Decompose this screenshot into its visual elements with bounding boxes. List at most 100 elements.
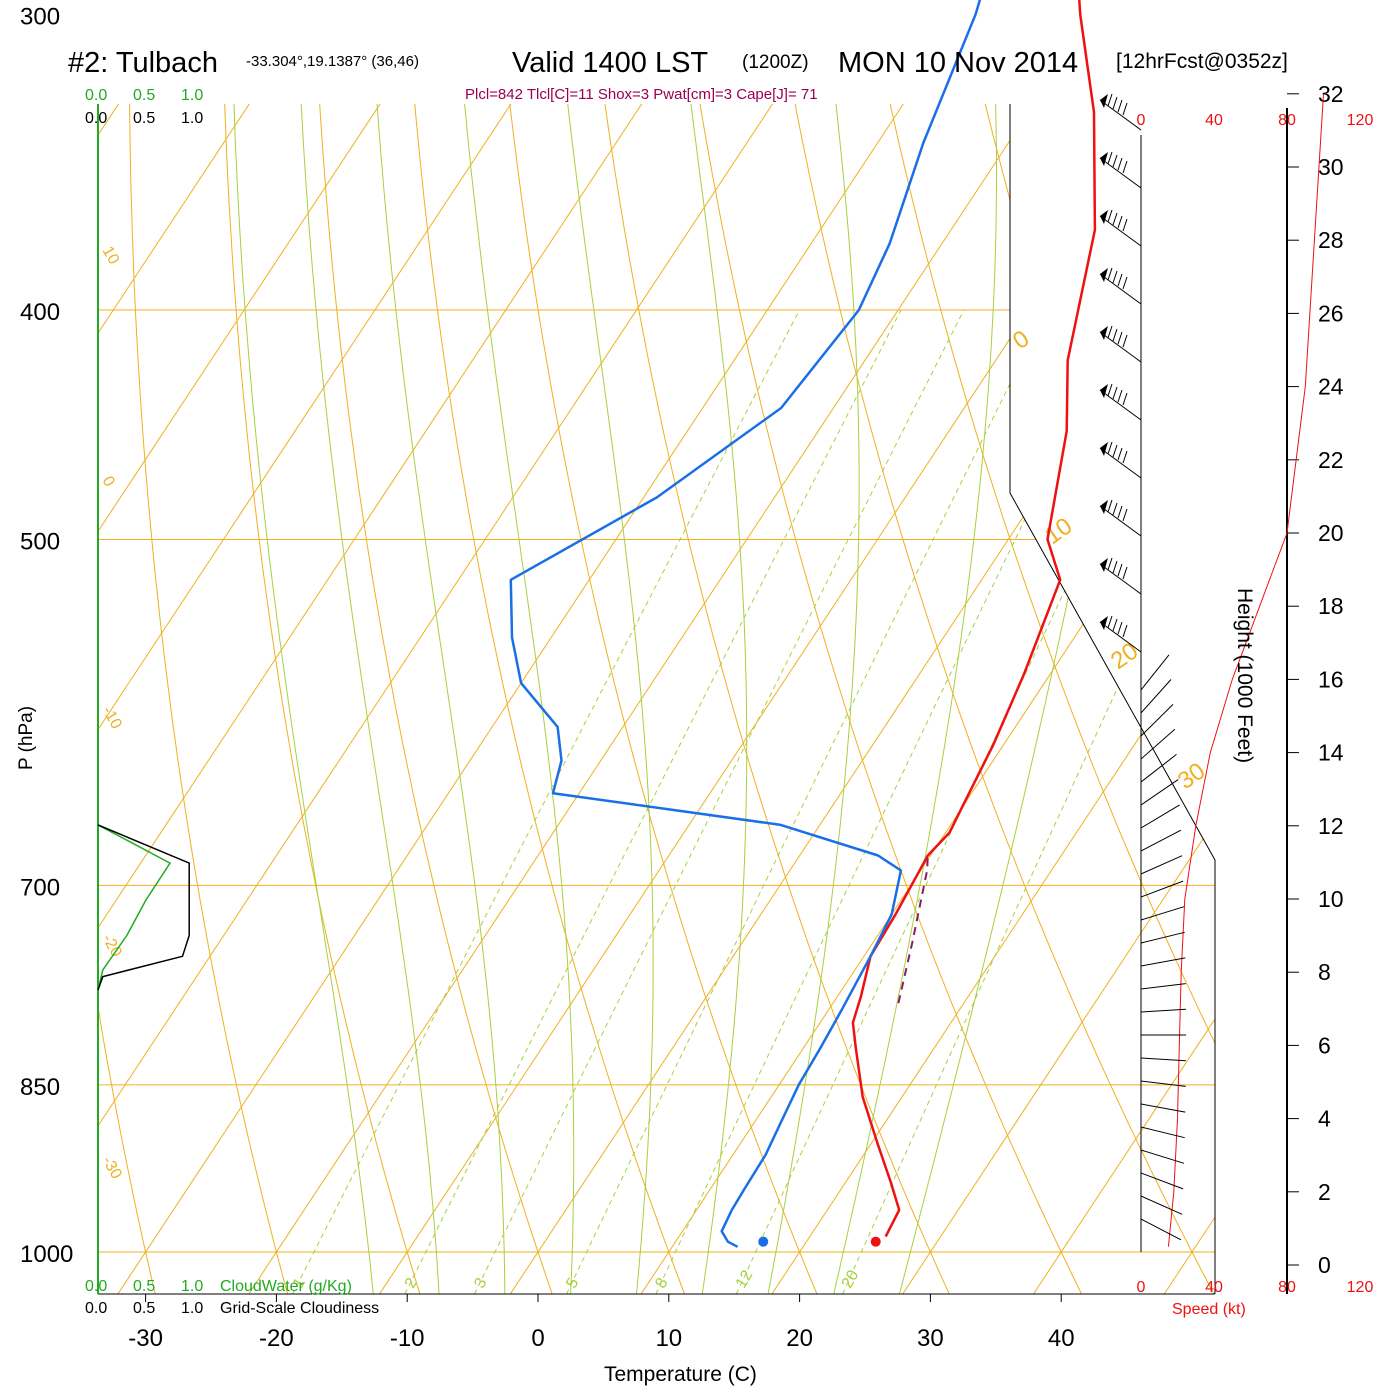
- cloudwater-scale-top: 0.5: [133, 87, 155, 104]
- chart-series: [509, 0, 1097, 1248]
- temperature-tick-label: -10: [390, 1325, 425, 1352]
- moist-adiabat: [766, 104, 860, 1294]
- dry-adiabat: [128, 104, 291, 1294]
- height-tick-label: 16: [1318, 666, 1344, 692]
- isotherm-line: [98, 104, 722, 1294]
- height-tick-label: 6: [1318, 1032, 1331, 1058]
- height-tick-label: 14: [1318, 740, 1344, 766]
- isotherm-label: 10: [1040, 512, 1077, 549]
- dry-adiabat: [396, 104, 689, 1294]
- isotherm-line: [98, 104, 199, 1294]
- speed-tick-bottom: 0: [1137, 1279, 1146, 1296]
- isotherm-label: 20: [1106, 637, 1143, 674]
- dry-adiabat-label: 10: [99, 244, 123, 268]
- mixing-ratio-label: 3: [471, 1275, 490, 1291]
- mixing-ratio-line: [470, 309, 965, 1294]
- wind-barb: [1140, 1103, 1186, 1113]
- dry-adiabat-label: 0: [99, 474, 118, 490]
- wind-barb: [1140, 983, 1186, 990]
- moist-adiabat: [539, 104, 654, 1294]
- isotherm-line: [766, 104, 1215, 1294]
- pressure-tick-label-400: 400: [20, 299, 60, 326]
- moist-adiabat: [443, 104, 575, 1294]
- speed-tick-top: 0: [1137, 112, 1146, 129]
- cloudiness-profile: [97, 824, 190, 991]
- wind-barb: [1140, 754, 1177, 783]
- dry-adiabat: [483, 104, 821, 1294]
- wind-barb: [1140, 1057, 1186, 1062]
- cloudiness-scale-top: 1.0: [181, 110, 203, 127]
- wind-barb: [1099, 499, 1142, 537]
- x-axis-label: Temperature (C): [604, 1363, 757, 1386]
- mixing-ratio-label: 20: [839, 1267, 863, 1291]
- wind-barb: [1099, 93, 1142, 131]
- temperature-tick-label: 10: [655, 1325, 682, 1352]
- isotherm-line: [504, 104, 1215, 1294]
- speed-axis-label: Speed (kt): [1172, 1301, 1246, 1318]
- isotherm-line: [98, 104, 984, 1294]
- isotherm-line: [98, 104, 592, 1294]
- isotherm-line: [373, 104, 1215, 1294]
- dry-adiabat-label: -20: [99, 932, 125, 961]
- cloudwater-scale-bottom: 1.0: [181, 1278, 203, 1295]
- height-tick-label: 18: [1318, 593, 1344, 619]
- cloudwater-scale-bottom: 0.5: [133, 1278, 155, 1295]
- wind-barb: [1099, 615, 1142, 653]
- cloudiness-scale-bottom: 0.5: [133, 1300, 155, 1317]
- chart-forecast: [12hrFcst@0352z]: [1116, 50, 1288, 73]
- height-tick-label: 20: [1318, 520, 1344, 546]
- dry-adiabat-label: -10: [99, 704, 125, 733]
- isotherm-line: [1158, 104, 1215, 1294]
- parcel-line: [897, 855, 929, 1004]
- wind-barb: [1099, 209, 1142, 247]
- temperature-tick-label: 0: [531, 1325, 544, 1352]
- cloudiness-scale-top: 0.0: [85, 110, 107, 127]
- dry-adiabat: [831, 104, 1215, 1294]
- dry-adiabat: [570, 104, 954, 1294]
- height-tick-label: 28: [1318, 227, 1344, 253]
- chart-labels: #2: Tulbach -33.304°,19.1387° (36,46) Va…: [16, 47, 1288, 1386]
- height-tick-label: 26: [1318, 300, 1344, 326]
- moist-adiabat: [230, 104, 375, 1294]
- height-tick-label: 24: [1318, 374, 1344, 400]
- temperature-tick-label: 20: [786, 1325, 813, 1352]
- pressure-tick-label-300: 300: [20, 3, 60, 30]
- wind-barb: [1140, 1008, 1186, 1013]
- wind-barb: [1140, 704, 1174, 737]
- moist-adiabat: [363, 104, 506, 1294]
- temperature-tick-label: 30: [917, 1325, 944, 1352]
- isotherm-line: [896, 104, 1215, 1294]
- dewpoint-line: [509, 0, 982, 1248]
- mixing-ratio-label: 8: [652, 1275, 671, 1291]
- isotherm-line: [112, 104, 1115, 1294]
- moist-adiabat: [831, 104, 997, 1294]
- cloudwater-label: CloudWater (g/Kg): [220, 1278, 352, 1295]
- chart-valid-time: Valid 1400 LST: [512, 47, 708, 79]
- wind-barb: [1140, 855, 1183, 875]
- height-tick-label: 12: [1318, 813, 1344, 839]
- height-tick-label: 8: [1318, 959, 1331, 985]
- height-tick-label: 2: [1318, 1179, 1331, 1205]
- wind-barb: [1140, 1172, 1184, 1190]
- chart-valid-date: MON 10 Nov 2014: [838, 47, 1078, 79]
- moist-adiabat: [655, 104, 748, 1294]
- isotherm-label: 0: [1008, 325, 1034, 355]
- wind-barb: [1140, 728, 1176, 760]
- cloudiness-scale-bottom: 0.0: [85, 1300, 107, 1317]
- mixing-ratio-line: [838, 309, 1215, 1294]
- wind-barb: [1099, 151, 1142, 189]
- wind-barb: [1140, 679, 1172, 714]
- isotherm-line: [242, 104, 1215, 1294]
- wind-barb: [1140, 654, 1170, 691]
- dry-adiabat-label: -30: [99, 1154, 125, 1183]
- chart-title: #2: Tulbach: [68, 47, 218, 79]
- dry-adiabat: [309, 104, 556, 1294]
- isotherm-line: [98, 104, 330, 1294]
- mixing-ratio-line: [288, 309, 800, 1294]
- cloudwater-scale-top: 1.0: [181, 87, 203, 104]
- mixing-ratio-label: 12: [733, 1267, 757, 1291]
- dry-adiabat: [220, 104, 423, 1294]
- cloud-scales: 0.0 0.0 0.0 0.0 0.5 0.5 0.5 0.5 1.0 1.0 1.0 1.0: [85, 87, 203, 1317]
